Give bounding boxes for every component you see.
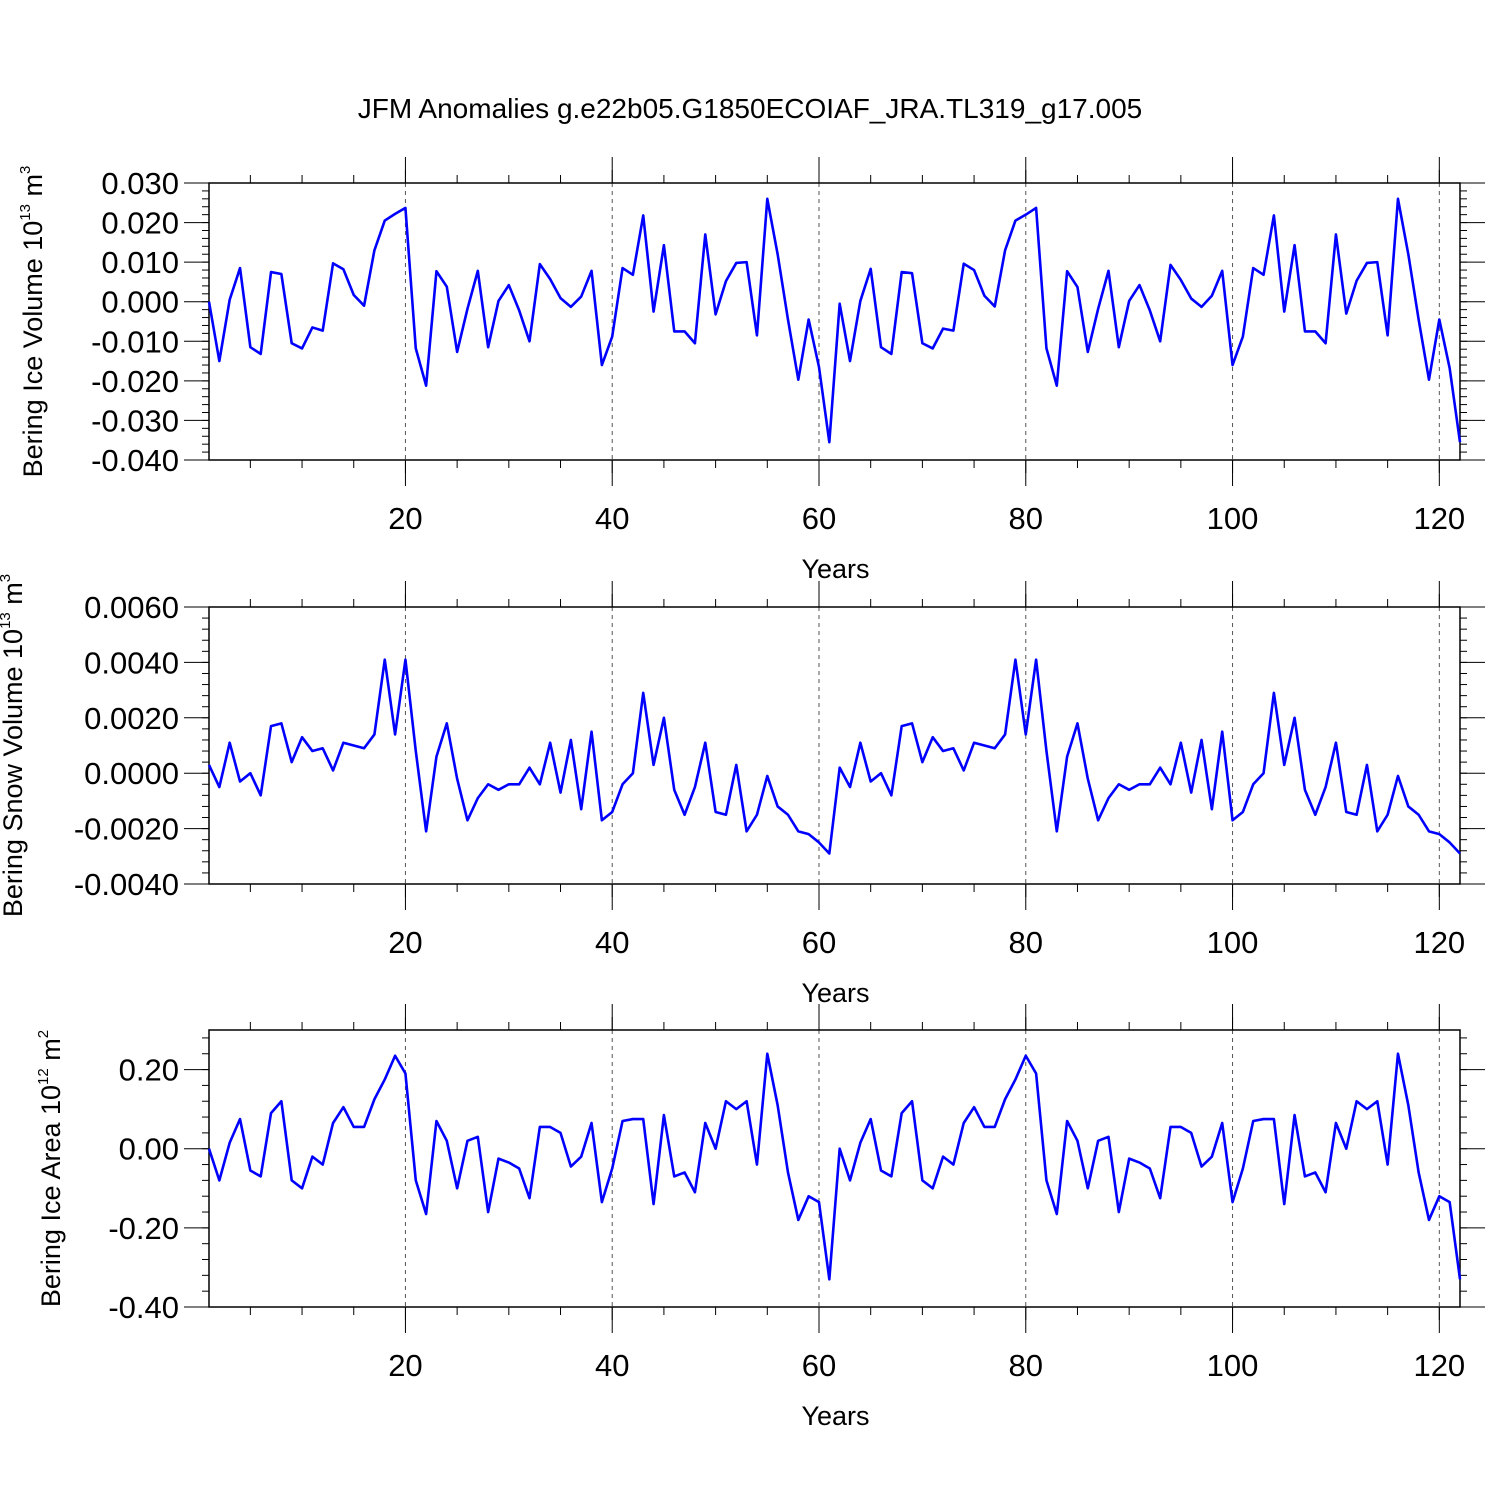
- x-tick-label: 60: [802, 501, 836, 536]
- y-tick-label: 0.0060: [84, 590, 179, 625]
- x-axis-label: Years: [801, 978, 869, 1008]
- y-tick-label: 0.0000: [84, 756, 179, 791]
- y-tick-label: -0.010: [91, 324, 179, 359]
- y-tick-label: -0.20: [108, 1211, 179, 1246]
- x-tick-label: 20: [388, 501, 422, 536]
- y-tick-label: -0.040: [91, 443, 179, 478]
- chart-panels: -0.040 -0.030 -0.020 -0.010 0.000 0.010 0.020 0…: [0, 157, 1485, 1431]
- chart-panel-1: -0.040 -0.030 -0.020 -0.010 0.000 0.010 0.020 0…: [17, 157, 1485, 584]
- x-tick-label: 40: [595, 1348, 629, 1383]
- x-tick-label: 60: [802, 925, 836, 960]
- y-axis-label: Bering Snow Volume 1013 m3: [0, 574, 28, 917]
- x-tick-label: 100: [1207, 1348, 1259, 1383]
- x-axis-label: Years: [801, 554, 869, 584]
- x-tick-label: 20: [388, 1348, 422, 1383]
- series-line: [207, 197, 1462, 444]
- x-tick-label: 100: [1207, 925, 1259, 960]
- x-tick-label: 80: [1009, 1348, 1043, 1383]
- y-axis-label: Bering Ice Area 1012 m2: [35, 1030, 66, 1307]
- x-tick-label: 80: [1009, 501, 1043, 536]
- chart-panel-3: -0.40 -0.20 0.00 0.20 20 40 60 80 100 120 Years Ber…: [35, 1004, 1485, 1431]
- x-tick-label: 40: [595, 501, 629, 536]
- x-tick-label: 120: [1413, 925, 1465, 960]
- x-tick-label: 40: [595, 925, 629, 960]
- x-tick-label: 100: [1207, 501, 1259, 536]
- figure-title: JFM Anomalies g.e22b05.G1850ECOIAF_JRA.T…: [358, 93, 1142, 124]
- series-line: [207, 1052, 1462, 1281]
- plot-frame: [208, 182, 1461, 461]
- y-tick-label: -0.020: [91, 364, 179, 399]
- x-tick-label: 120: [1413, 501, 1465, 536]
- y-tick-label: 0.020: [101, 206, 179, 241]
- y-tick-label: 0.030: [101, 166, 179, 201]
- x-tick-label: 20: [388, 925, 422, 960]
- y-tick-label: -0.0040: [74, 867, 179, 902]
- y-tick-label: 0.010: [101, 245, 179, 280]
- y-tick-label: 0.0040: [84, 645, 179, 680]
- y-axis-label: Bering Ice Volume 1013 m3: [17, 166, 48, 478]
- y-tick-label: -0.030: [91, 403, 179, 438]
- y-tick-label: 0.20: [119, 1053, 179, 1088]
- y-tick-label: 0.00: [119, 1132, 179, 1167]
- series-line: [207, 658, 1461, 855]
- plot-frame: [208, 606, 1461, 885]
- x-axis-label: Years: [801, 1401, 869, 1431]
- y-tick-label: -0.40: [108, 1290, 179, 1325]
- plot-frame: [208, 1029, 1461, 1308]
- x-tick-label: 80: [1009, 925, 1043, 960]
- y-tick-label: 0.000: [101, 285, 179, 320]
- x-tick-label: 120: [1413, 1348, 1465, 1383]
- chart-panel-2: -0.0040 -0.0020 0.0000 0.0020 0.0040 0.0060 20…: [0, 574, 1485, 1008]
- y-tick-label: -0.0020: [74, 812, 179, 847]
- y-tick-label: 0.0020: [84, 701, 179, 736]
- x-tick-label: 60: [802, 1348, 836, 1383]
